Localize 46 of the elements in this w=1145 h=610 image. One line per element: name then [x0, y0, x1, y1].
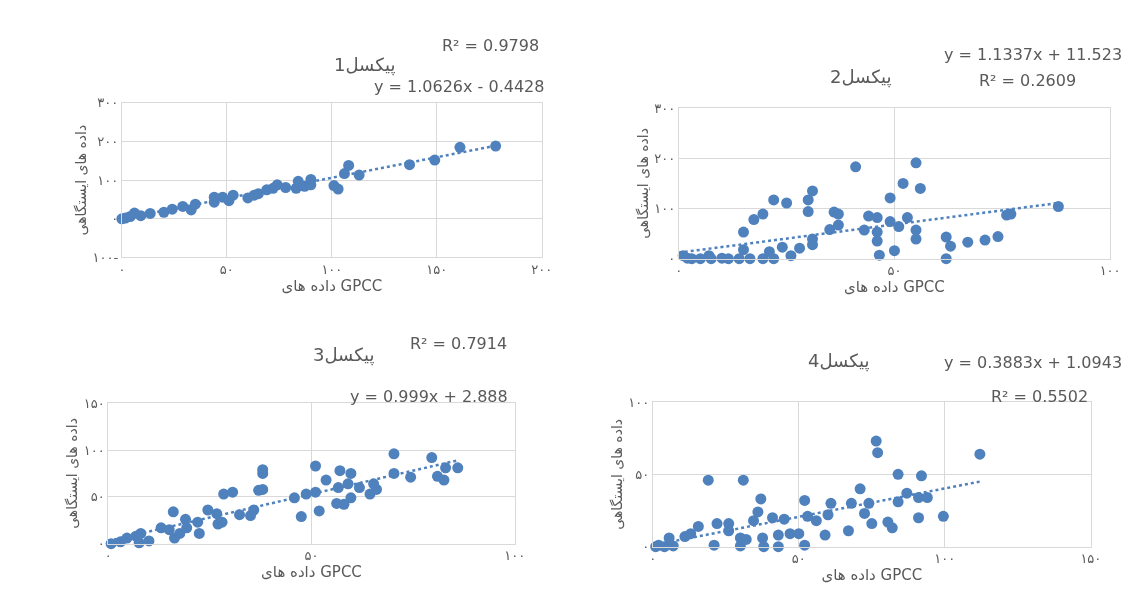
y-axis-title: داده های ایستگاهی [634, 128, 651, 239]
y-tick-label: ۵۰ [635, 466, 650, 482]
y-tick-label: ۱۰۰- [92, 250, 119, 266]
x-axis-title: داده های GPCC [844, 278, 945, 297]
y-tick-label: ۱۰۰ [628, 394, 650, 410]
y-tick-label: ۱۰۰ [97, 172, 119, 188]
y-tick-label: ۵۰ [90, 489, 105, 505]
y-tick-label: ۱۰۰ [83, 442, 105, 458]
x-tick-label: ۱۰۰ [934, 551, 956, 567]
annotation: R² = 0.5502 [991, 387, 1089, 406]
x-tick-label: ۵۰ [219, 262, 234, 278]
y-tick-label: ۰ [97, 536, 105, 552]
x-tick-label: ۱۵۰ [426, 262, 448, 278]
text: R² = 0.7914 [410, 334, 508, 353]
text: y = 0.3883x + 1.0943 [944, 353, 1123, 372]
chart-title: پیکسل4 [808, 350, 870, 372]
x-axis-title: داده های GPCC [821, 566, 923, 585]
y-tick-label: ۰ [111, 211, 119, 227]
y-tick-label: ۰ [668, 251, 676, 267]
y-tick-label: ۲۰۰ [97, 134, 119, 150]
x-axis-title: داده های GPCC [281, 277, 383, 296]
x-tick-label: ۵۰ [887, 263, 902, 279]
y-tick-label: ۱۰۰ [654, 201, 676, 217]
chart-title: پیکسل1 [334, 54, 396, 76]
y-axis-title: داده های ایستگاهی [608, 419, 625, 530]
y-tick-label: ۱۵۰ [83, 395, 105, 411]
x-tick-label: ۱۵۰ [1080, 551, 1102, 567]
text: y = 1.0626x - 0.4428 [374, 77, 545, 96]
x-tick-label: ۱۰۰ [504, 548, 526, 564]
chart-title: پیکسل3 [313, 344, 375, 366]
annotation: y = 0.999x + 2.888 [350, 387, 508, 406]
y-tick-label: ۳۰۰ [654, 100, 676, 116]
x-tick-label: ۱۰۰ [321, 262, 343, 278]
x-tick-label: ۱۰۰ [1099, 263, 1121, 279]
y-axis-title: داده های ایستگاهی [64, 418, 81, 529]
y-tick-label: ۲۰۰ [654, 150, 676, 166]
x-tick-label: ۵۰ [791, 551, 806, 567]
y-axis-title: داده های ایستگاهی [73, 124, 90, 236]
text: R² = 0.9798 [442, 36, 540, 55]
x-tick-label: ۲۰۰ [531, 262, 553, 278]
chart-title: پیکسل2 [830, 66, 892, 88]
x-tick-label: ۵۰ [304, 548, 319, 564]
text: R² = 0.2609 [979, 71, 1077, 90]
text: y = 1.1337x + 11.523 [944, 45, 1123, 64]
y-tick-label: ۳۰۰ [97, 95, 119, 111]
x-axis-title: داده های GPCC [261, 563, 362, 582]
